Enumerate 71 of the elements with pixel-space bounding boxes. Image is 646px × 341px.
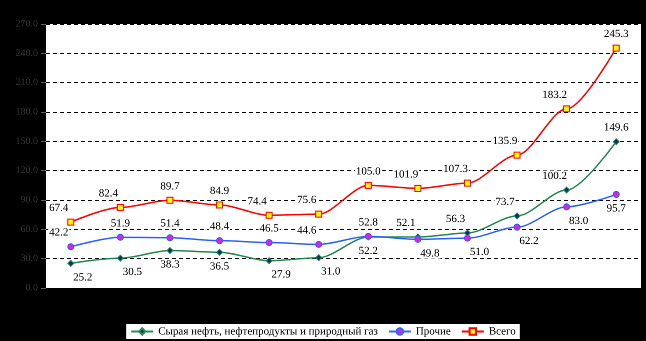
point	[216, 248, 224, 256]
legend-label: Всего	[488, 326, 516, 338]
point	[563, 105, 570, 112]
data-label: 51.9	[110, 217, 130, 230]
data-label: 67.4	[49, 202, 69, 214]
data-label: 83.0	[569, 214, 589, 227]
data-label: 105.0	[356, 165, 382, 178]
data-label: 101.9	[394, 168, 419, 180]
data-label: 74.4	[248, 195, 268, 208]
data-label: 27.9	[272, 268, 292, 281]
point	[67, 243, 74, 250]
point	[166, 234, 174, 242]
point	[216, 201, 224, 208]
point	[563, 203, 570, 210]
point	[514, 212, 521, 220]
data-label: 183.2	[542, 88, 567, 101]
data-label: 89.7	[160, 180, 180, 192]
data-label: 73.7	[495, 196, 516, 208]
data-label: 95.7	[606, 202, 626, 214]
point	[612, 190, 620, 198]
data-label: 31.0	[321, 266, 341, 278]
point	[116, 234, 124, 241]
data-label: 46.5	[260, 222, 280, 235]
data-label: 51.0	[470, 246, 490, 258]
data-label: 51.4	[160, 218, 180, 230]
data-label: 100.2	[542, 170, 567, 182]
data-label: 245.3	[604, 28, 630, 40]
point	[464, 234, 471, 242]
point	[414, 236, 422, 243]
data-label: 149.6	[604, 122, 630, 134]
point	[216, 237, 224, 244]
data-label: 52.8	[358, 216, 378, 228]
data-label: 52.2	[358, 244, 378, 257]
legend-label: Прочие	[416, 326, 451, 338]
data-label: 42.2	[49, 226, 68, 239]
point	[166, 196, 174, 204]
data-label: 62.2	[519, 235, 539, 248]
point	[266, 239, 273, 246]
data-label: 30.5	[122, 266, 142, 278]
data-label: 52.1	[396, 217, 416, 230]
data-label: 44.6	[297, 224, 317, 236]
data-label: 56.3	[446, 212, 466, 225]
point	[514, 152, 521, 159]
point	[364, 182, 372, 189]
point	[414, 184, 422, 192]
point	[67, 218, 74, 226]
point	[514, 224, 521, 231]
point	[612, 138, 620, 146]
point	[315, 210, 322, 218]
point	[116, 204, 124, 211]
point	[612, 44, 620, 52]
point	[563, 186, 570, 194]
point	[464, 180, 471, 187]
data-label: 135.9	[492, 135, 518, 148]
data-label: 36.5	[210, 260, 230, 272]
point	[266, 212, 273, 219]
point	[116, 254, 124, 262]
point	[67, 260, 74, 267]
point	[315, 240, 322, 248]
data-label: 48.4	[210, 220, 230, 233]
data-label: 38.3	[160, 258, 180, 271]
point	[166, 247, 174, 254]
data-label: 82.4	[98, 187, 118, 200]
point	[266, 257, 273, 264]
data-label: 75.6	[297, 194, 317, 206]
data-label: 25.2	[73, 271, 92, 284]
data-label: 107.3	[443, 163, 468, 176]
point	[315, 254, 322, 262]
data-label: 84.9	[210, 184, 230, 197]
data-label: 49.8	[420, 247, 440, 260]
legend-label: Сырая нефть, нефтепродукты и природный газ	[158, 326, 378, 338]
